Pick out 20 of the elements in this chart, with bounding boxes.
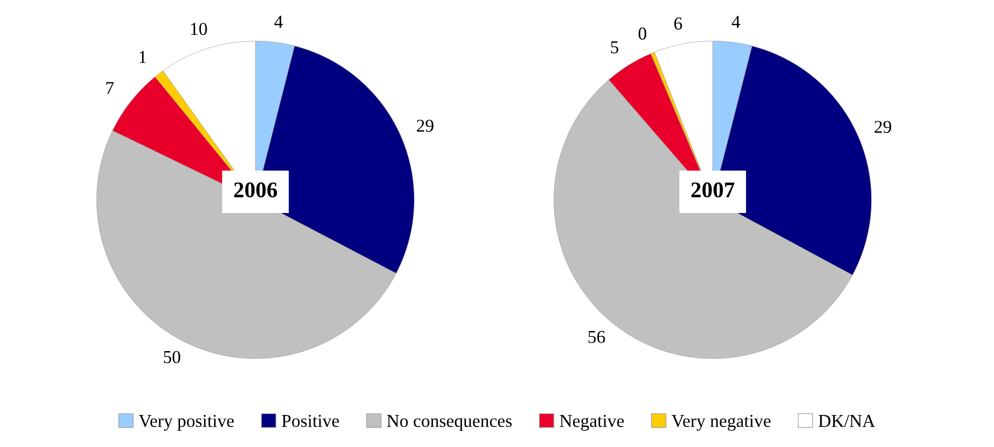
data-label: 10: [191, 22, 207, 36]
legend-label: Positive: [282, 414, 339, 428]
data-label: 56: [588, 330, 605, 344]
data-label: 29: [874, 120, 892, 133]
legend-label: DK/NA: [818, 414, 876, 428]
data-label: 4: [274, 16, 283, 28]
legend-label: Negative: [560, 414, 624, 431]
text: 2006: [234, 182, 278, 198]
data-label: 4: [732, 16, 740, 28]
data-label: 5: [611, 41, 618, 54]
legend-label: Very positive: [138, 414, 234, 431]
data-label: 50: [164, 350, 180, 364]
data-label: 6: [674, 17, 682, 30]
text: 2007: [691, 182, 734, 198]
data-label: 29: [416, 120, 434, 132]
data-label: 7: [106, 82, 114, 94]
legend-label: Very negative: [672, 414, 771, 431]
data-label: 0: [638, 28, 646, 40]
legend-label: No consequences: [386, 415, 512, 431]
data-label: 1: [140, 51, 146, 63]
